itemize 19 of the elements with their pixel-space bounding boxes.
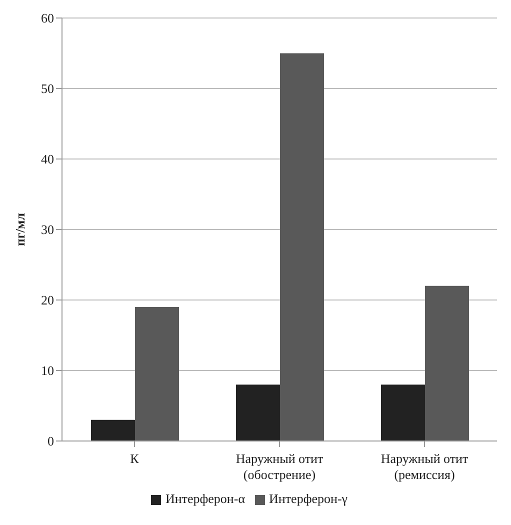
bar <box>425 286 469 441</box>
y-tick-label: 30 <box>41 222 54 238</box>
y-tick-label: 20 <box>41 292 54 308</box>
x-tick-label: К <box>130 451 140 466</box>
bar <box>381 384 425 441</box>
y-tick-label: 10 <box>41 363 54 378</box>
y-tick-label: 40 <box>41 152 54 167</box>
y-tick-label: 0 <box>48 434 54 449</box>
y-tick-label: 60 <box>41 10 54 26</box>
x-tick-label: Наружный отит (ремиссия) <box>380 451 468 482</box>
y-axis-title: пг/мл <box>12 212 28 246</box>
bar <box>280 53 324 441</box>
legend-label: Интерферон-α <box>165 491 246 506</box>
bar <box>236 384 280 441</box>
bar <box>91 420 135 441</box>
bar <box>135 307 179 441</box>
x-tick-label: Наружный отит (обострение) <box>236 451 324 482</box>
legend-label: Интерферон-γ <box>269 491 348 506</box>
y-tick-label: 50 <box>41 81 54 96</box>
